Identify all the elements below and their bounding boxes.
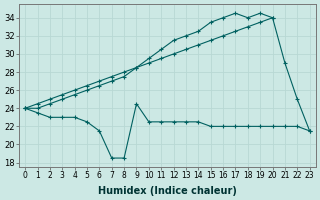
X-axis label: Humidex (Indice chaleur): Humidex (Indice chaleur) [98, 186, 237, 196]
